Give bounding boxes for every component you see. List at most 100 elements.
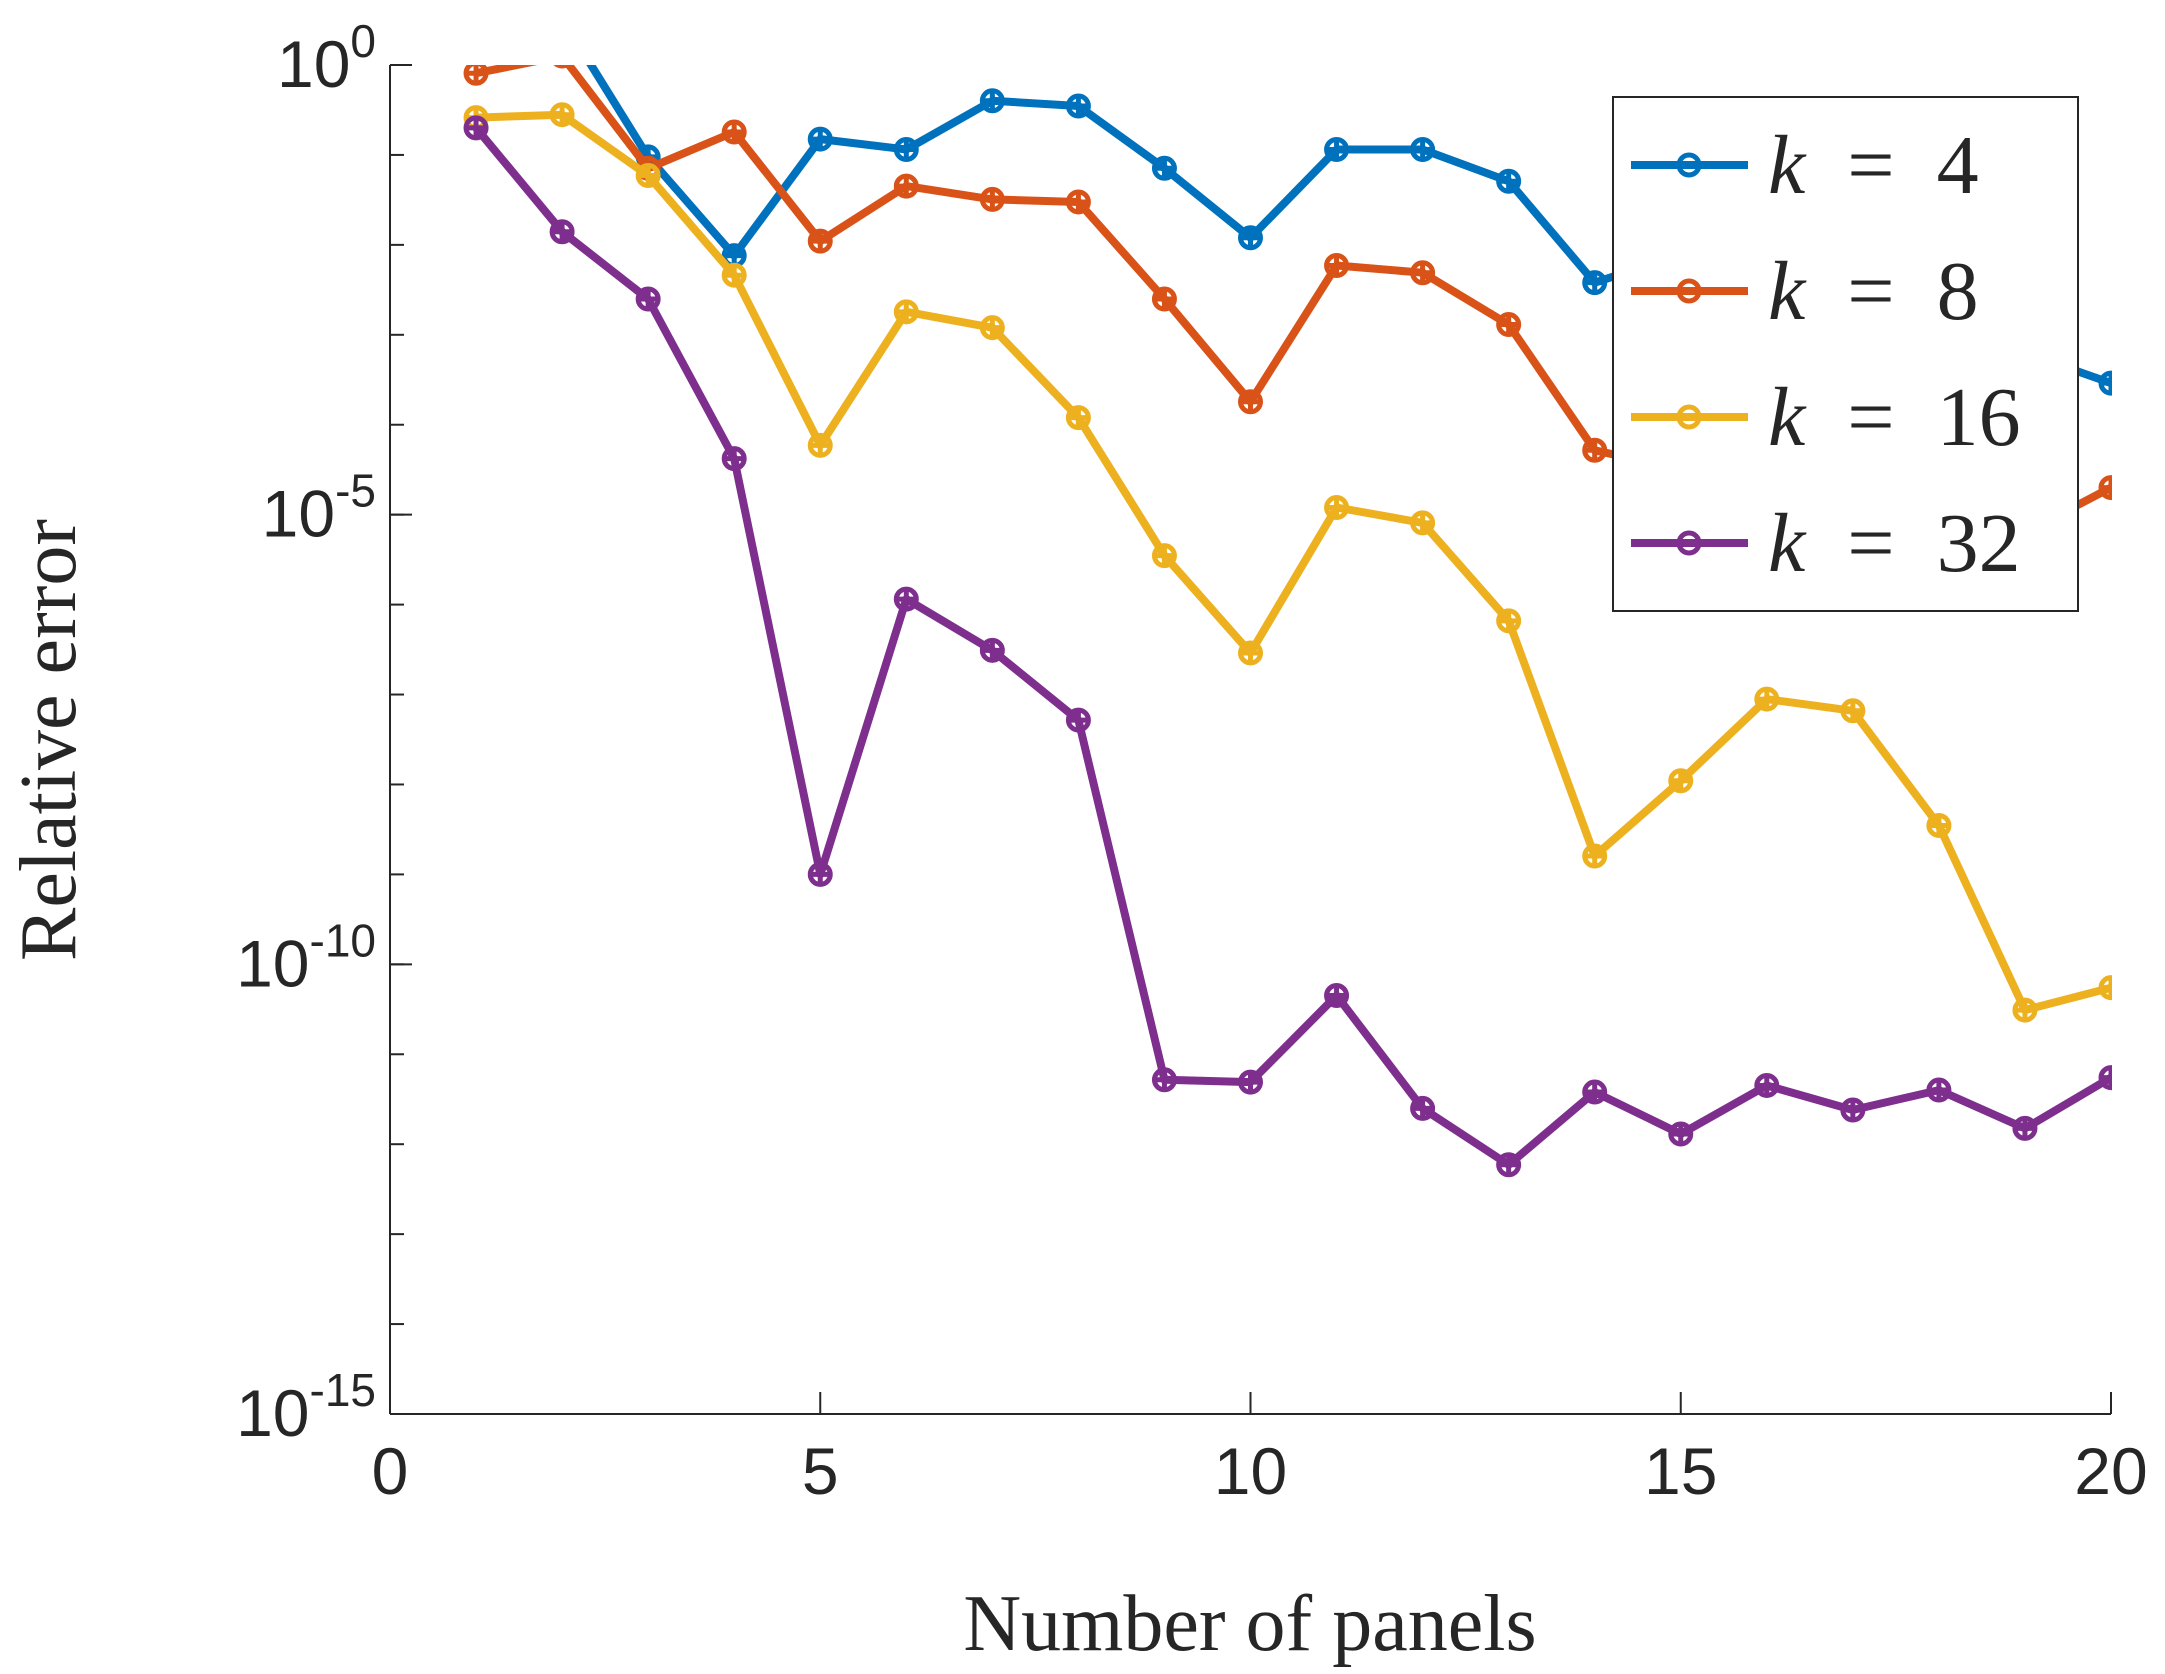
marker-plus xyxy=(1496,608,1521,633)
marker-plus xyxy=(1238,225,1263,250)
data-point xyxy=(1238,389,1263,415)
legend-label: k = 32 xyxy=(1768,497,2021,590)
marker-plus xyxy=(1754,1073,1779,1098)
marker-plus xyxy=(464,65,489,86)
marker-plus xyxy=(1668,1121,1693,1146)
data-point xyxy=(1496,312,1522,338)
marker-plus xyxy=(808,862,833,887)
y-tick-label: 10-15 xyxy=(236,1364,376,1450)
data-point xyxy=(1324,495,1350,521)
data-point xyxy=(2098,975,2112,1001)
data-point xyxy=(721,119,747,145)
data-point xyxy=(1410,260,1436,286)
data-point xyxy=(2012,997,2038,1023)
legend-marker xyxy=(1676,404,1702,430)
marker-plus xyxy=(1152,287,1177,312)
data-point xyxy=(1151,543,1177,569)
marker-plus xyxy=(550,102,575,127)
data-point xyxy=(635,163,661,189)
series-line xyxy=(475,110,2112,1015)
data-point xyxy=(1151,1067,1177,1093)
marker-plus xyxy=(980,88,1005,113)
data-point xyxy=(1926,812,1952,838)
marker-plus xyxy=(1926,813,1951,838)
marker-plus xyxy=(464,115,489,140)
marker-plus xyxy=(1324,983,1349,1008)
legend-box xyxy=(1612,96,2079,612)
marker-plus xyxy=(2012,1116,2037,1141)
marker-plus xyxy=(550,219,575,244)
data-point xyxy=(463,65,489,86)
data-point xyxy=(1410,136,1436,162)
data-point xyxy=(2012,1115,2038,1141)
data-point xyxy=(1151,155,1177,181)
marker-plus xyxy=(1324,137,1349,162)
x-tick-label: 20 xyxy=(2074,1434,2147,1508)
x-tick-label: 15 xyxy=(1644,1434,1717,1508)
data-point xyxy=(1151,286,1177,312)
legend-marker xyxy=(1676,278,1702,304)
marker-plus xyxy=(1410,260,1435,285)
marker-plus xyxy=(1582,438,1607,463)
data-point xyxy=(1065,93,1091,119)
marker-plus xyxy=(2012,998,2037,1023)
marker-plus xyxy=(1582,844,1607,869)
data-point xyxy=(1668,768,1694,794)
marker-plus xyxy=(550,6,574,30)
marker-plus xyxy=(808,127,833,152)
data-point xyxy=(1065,405,1091,431)
marker-plus xyxy=(1496,169,1521,194)
marker xyxy=(466,0,486,3)
data-point xyxy=(979,88,1005,114)
marker-plus xyxy=(1496,1152,1521,1177)
marker-plus xyxy=(1152,156,1177,181)
data-point xyxy=(2098,370,2112,396)
data-point xyxy=(1065,707,1091,733)
data-point xyxy=(721,262,747,288)
data-point xyxy=(1065,189,1091,215)
marker-plus xyxy=(559,65,565,68)
data-point xyxy=(1582,1079,1608,1105)
y-tick-label: 10-10 xyxy=(236,914,376,1000)
legend-label: k = 4 xyxy=(1768,119,1979,212)
marker-plus xyxy=(2099,371,2112,396)
marker-plus xyxy=(1840,698,1865,723)
marker-plus xyxy=(1066,708,1091,733)
marker xyxy=(552,8,572,28)
data-point xyxy=(2098,475,2112,501)
marker-plus xyxy=(980,638,1005,663)
x-tick-label: 10 xyxy=(1214,1434,1287,1508)
legend-label: k = 8 xyxy=(1768,245,1979,338)
marker-plus xyxy=(464,0,488,5)
legend-marker xyxy=(1676,530,1702,556)
marker xyxy=(553,65,571,69)
data-point xyxy=(807,126,833,152)
data-point xyxy=(1926,1077,1952,1103)
data-point xyxy=(550,6,574,30)
marker-plus xyxy=(1410,1096,1435,1121)
data-point xyxy=(1668,1121,1694,1147)
data-point xyxy=(549,219,575,245)
y-tick-label: 100 xyxy=(277,15,376,101)
marker-plus xyxy=(2099,975,2112,1000)
data-point xyxy=(1410,510,1436,536)
data-point xyxy=(1582,270,1608,296)
marker-plus xyxy=(1066,189,1091,214)
marker-plus xyxy=(1668,768,1693,793)
data-point xyxy=(893,299,919,325)
legend-marker xyxy=(1676,152,1702,178)
marker-plus xyxy=(1324,253,1349,278)
data-point xyxy=(463,115,489,141)
data-point xyxy=(807,861,833,887)
data-point xyxy=(1410,1095,1436,1121)
marker-plus xyxy=(1926,1078,1951,1103)
marker-plus xyxy=(1238,640,1263,665)
data-point xyxy=(807,432,833,458)
marker-plus xyxy=(808,229,833,254)
data-point xyxy=(893,136,919,162)
data-point xyxy=(979,315,1005,341)
data-point xyxy=(1238,225,1263,251)
legend-label: k = 16 xyxy=(1768,371,2021,464)
marker-plus xyxy=(1496,312,1521,337)
marker-plus xyxy=(1066,94,1091,119)
